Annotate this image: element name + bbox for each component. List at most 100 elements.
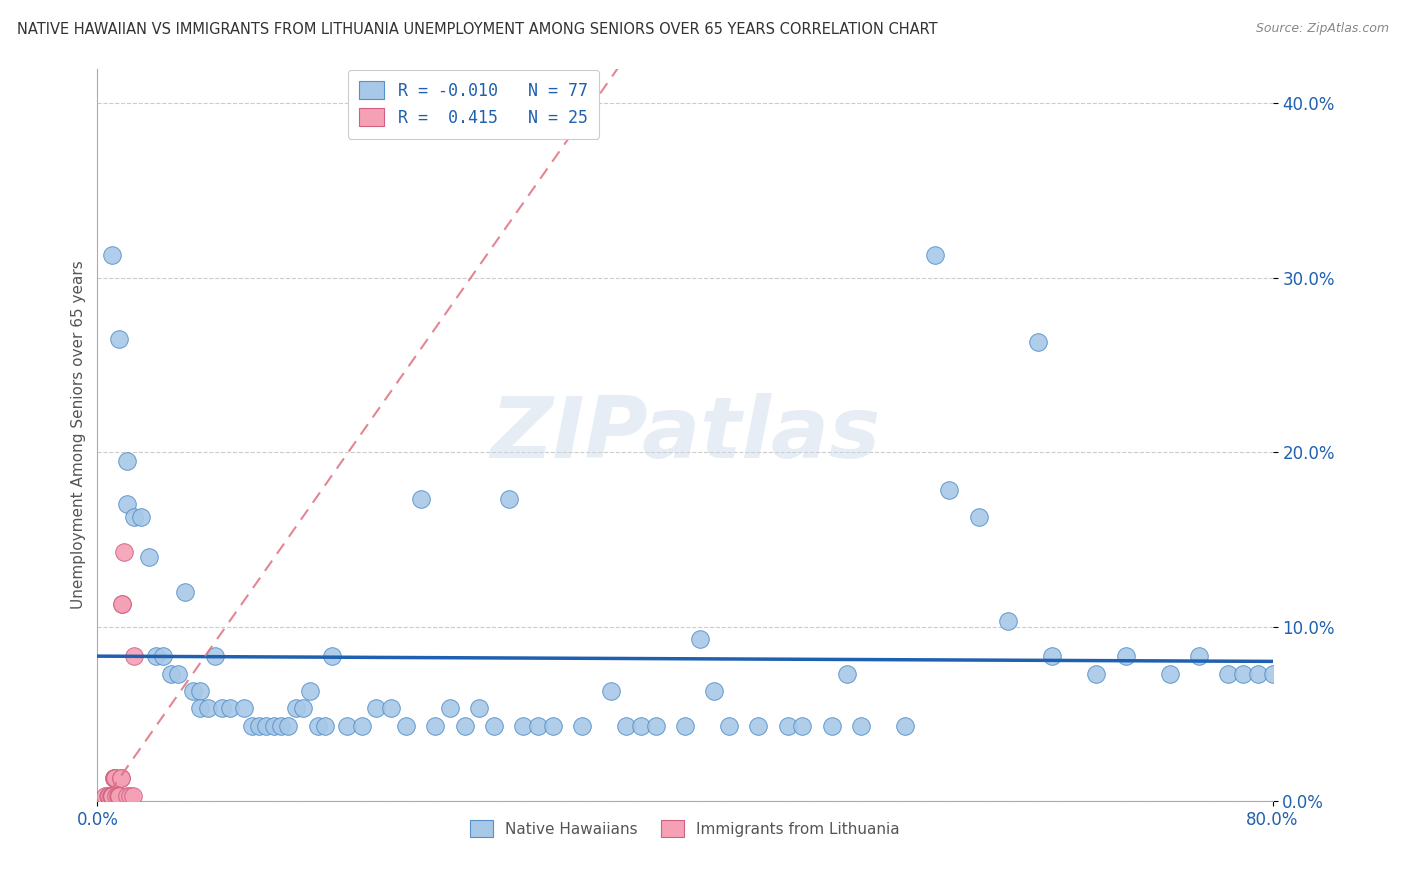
Point [600,684,623,698]
Point [111,597,134,611]
Point [997,614,1019,628]
Point [284,701,307,715]
Point [112,544,135,558]
Point [98,789,121,803]
Point [110,771,132,785]
Point [270,719,292,733]
Point [111,597,134,611]
Point [967,509,990,524]
Point [792,719,814,733]
Point [101,789,124,803]
Point [541,719,564,733]
Point [380,701,402,715]
Point [108,789,131,803]
Point [145,649,167,664]
Point [527,719,550,733]
Point [100,789,122,803]
Point [851,719,873,733]
Point [115,498,138,512]
Point [453,719,475,733]
Y-axis label: Unemployment Among Seniors over 65 years: Unemployment Among Seniors over 65 years [72,260,86,609]
Point [188,684,211,698]
Text: ZIPatlas: ZIPatlas [489,393,880,476]
Point [689,632,711,646]
Point [835,666,858,681]
Point [211,701,233,715]
Point [188,701,211,715]
Point [1115,649,1137,664]
Point [776,719,799,733]
Point [718,719,741,733]
Point [247,719,270,733]
Point [350,719,373,733]
Point [138,549,160,564]
Point [924,248,946,262]
Point [167,666,190,681]
Point [197,701,219,715]
Point [1218,666,1240,681]
Point [277,719,299,733]
Point [103,771,125,785]
Point [115,454,138,468]
Text: NATIVE HAWAIIAN VS IMMIGRANTS FROM LITHUANIA UNEMPLOYMENT AMONG SENIORS OVER 65 : NATIVE HAWAIIAN VS IMMIGRANTS FROM LITHU… [17,22,938,37]
Point [747,719,769,733]
Point [1188,649,1211,664]
Point [938,483,960,498]
Point [498,492,520,507]
Point [159,666,181,681]
Point [101,789,124,803]
Point [409,492,432,507]
Point [93,789,115,803]
Point [263,719,285,733]
Point [121,789,143,803]
Point [468,701,491,715]
Point [425,719,447,733]
Point [1247,666,1270,681]
Point [366,701,388,715]
Point [101,789,124,803]
Point [254,719,277,733]
Point [1159,666,1181,681]
Point [101,789,124,803]
Point [614,719,637,733]
Point [118,789,141,803]
Point [233,701,256,715]
Point [821,719,844,733]
Point [122,649,145,664]
Point [107,789,129,803]
Point [104,771,127,785]
Point [97,789,120,803]
Point [218,701,240,715]
Point [115,789,138,803]
Point [321,649,343,664]
Point [292,701,315,715]
Point [673,719,696,733]
Point [108,332,131,346]
Point [894,719,917,733]
Point [703,684,725,698]
Point [1040,649,1063,664]
Point [108,789,131,803]
Point [1085,666,1108,681]
Point [512,719,534,733]
Point [482,719,505,733]
Text: Source: ZipAtlas.com: Source: ZipAtlas.com [1256,22,1389,36]
Point [152,649,174,664]
Point [307,719,329,733]
Legend: Native Hawaiians, Immigrants from Lithuania: Native Hawaiians, Immigrants from Lithua… [463,813,907,845]
Point [181,684,204,698]
Point [104,771,127,785]
Point [105,789,128,803]
Point [395,719,418,733]
Point [122,509,145,524]
Point [571,719,593,733]
Point [644,719,666,733]
Point [299,684,322,698]
Point [630,719,652,733]
Point [204,649,226,664]
Point [131,509,153,524]
Point [1026,335,1049,350]
Point [240,719,263,733]
Point [110,771,132,785]
Point [1232,666,1254,681]
